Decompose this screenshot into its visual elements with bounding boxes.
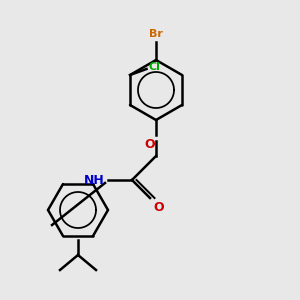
- Text: O: O: [153, 201, 164, 214]
- Text: O: O: [145, 138, 155, 151]
- Text: NH: NH: [84, 173, 105, 187]
- Text: Cl: Cl: [148, 62, 160, 73]
- Text: Br: Br: [149, 29, 163, 39]
